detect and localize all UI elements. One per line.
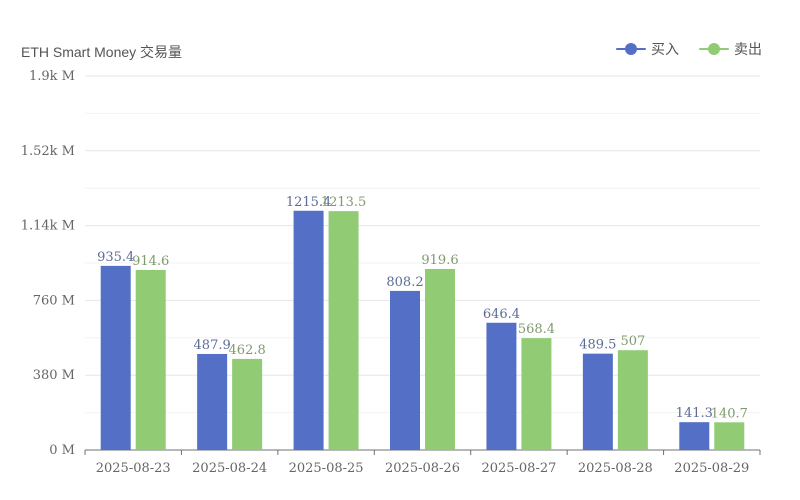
x-tick-label: 2025-08-25 [289, 461, 364, 476]
buy-value-label: 1215.4 [286, 195, 332, 210]
y-tick-label: 1.9k M [29, 69, 75, 84]
buy-value-label: 487.9 [194, 338, 231, 353]
sell-value-label: 140.7 [711, 406, 748, 421]
sell-bar[interactable] [714, 422, 745, 450]
buy-value-label: 646.4 [483, 307, 520, 322]
buy-value-label: 489.5 [579, 338, 616, 353]
legend: 买入 卖出 [616, 39, 762, 59]
sell-value-label: 568.4 [518, 322, 555, 337]
sell-value-label: 1213.5 [321, 195, 367, 210]
sell-bar[interactable] [135, 269, 166, 450]
sell-value-label: 507 [620, 334, 645, 349]
y-tick-label: 1.52k M [21, 144, 75, 159]
legend-swatch-buy [616, 43, 646, 55]
legend-swatch-sell [699, 43, 729, 55]
buy-bar[interactable] [100, 265, 131, 450]
sell-bar[interactable] [328, 211, 359, 450]
buy-bar[interactable] [679, 422, 710, 450]
sell-bar[interactable] [232, 358, 263, 450]
legend-item-sell[interactable]: 卖出 [699, 39, 762, 59]
x-tick-label: 2025-08-23 [96, 461, 171, 476]
buy-value-label: 935.4 [97, 250, 134, 265]
x-tick-label: 2025-08-24 [192, 461, 267, 476]
y-tick-label: 380 M [33, 368, 75, 383]
sell-value-label: 462.8 [229, 343, 266, 358]
y-tick-label: 760 M [33, 293, 75, 308]
sell-bar[interactable] [617, 350, 648, 450]
sell-bar[interactable] [521, 338, 552, 450]
buy-value-label: 141.3 [676, 406, 713, 421]
chart-title: ETH Smart Money 交易量 [21, 44, 183, 60]
buy-bar[interactable] [293, 210, 324, 450]
buy-bar[interactable] [486, 322, 517, 450]
legend-label-buy: 买入 [651, 41, 679, 57]
buy-value-label: 808.2 [386, 275, 423, 290]
sell-value-label: 919.6 [421, 253, 458, 268]
y-tick-label: 1.14k M [21, 219, 75, 234]
sell-value-label: 914.6 [132, 254, 169, 269]
x-tick-label: 2025-08-27 [481, 461, 556, 476]
x-tick-label: 2025-08-28 [578, 461, 653, 476]
sell-bar[interactable] [425, 268, 455, 450]
buy-bar[interactable] [390, 290, 420, 450]
y-tick-label: 0 M [49, 443, 75, 458]
buy-bar[interactable] [197, 353, 228, 450]
x-tick-label: 2025-08-26 [385, 461, 460, 476]
legend-item-buy[interactable]: 买入 [616, 39, 679, 59]
x-tick-label: 2025-08-29 [674, 461, 749, 476]
buy-bar[interactable] [582, 353, 613, 450]
legend-label-sell: 卖出 [734, 41, 762, 57]
